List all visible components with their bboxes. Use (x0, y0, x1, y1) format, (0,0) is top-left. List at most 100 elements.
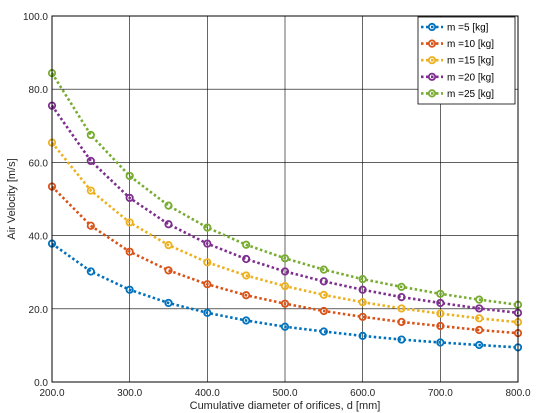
data-point (319, 306, 328, 316)
series-layer (47, 68, 523, 352)
x-tick-label: 400.0 (195, 388, 220, 399)
data-point (397, 292, 406, 302)
legend-box (417, 16, 516, 105)
legend-item: m =25 [kg] (421, 89, 494, 100)
x-axis-label: Cumulative diameter of orifices, d [mm] (190, 400, 381, 412)
legend-label: m =25 [kg] (447, 89, 494, 100)
data-point (203, 280, 212, 289)
y-tick-label: 20.0 (29, 305, 49, 316)
data-point (164, 220, 173, 229)
data-point (86, 130, 95, 140)
series-2 (47, 182, 523, 338)
legend-item: m =15 [kg] (421, 56, 494, 67)
y-tick-label: 100.0 (23, 12, 48, 23)
data-point (242, 271, 251, 280)
data-point (203, 223, 212, 232)
data-point (203, 239, 212, 248)
data-point (242, 240, 251, 249)
legend-label: m =5 [kg] (447, 23, 489, 34)
data-point (358, 331, 367, 340)
data-point (475, 340, 484, 350)
y-tick-label: 0.0 (34, 378, 48, 389)
data-point (242, 291, 251, 300)
x-tick-label: 500.0 (272, 388, 297, 399)
legend: m =5 [kg] m =10 [kg] m =15 [kg] m =20 [kg] m… (417, 16, 516, 105)
data-point (358, 275, 367, 284)
data-point (242, 254, 251, 264)
data-point (397, 304, 406, 313)
legend-label: m =15 [kg] (447, 56, 494, 67)
data-point (125, 247, 134, 256)
data-point (242, 316, 251, 325)
data-point (358, 312, 367, 321)
data-point (397, 335, 406, 344)
data-point (203, 308, 212, 317)
legend-item: m =10 [kg] (421, 39, 494, 50)
data-point (164, 266, 173, 275)
legend-label: m =10 [kg] (447, 39, 494, 50)
data-point (164, 201, 173, 210)
data-point (280, 322, 290, 331)
data-point (280, 282, 290, 291)
series-5 (47, 68, 523, 309)
data-point (125, 171, 134, 181)
data-point (319, 265, 328, 274)
x-tick-label: 200.0 (39, 388, 64, 399)
data-point (319, 277, 328, 286)
data-point (125, 218, 134, 227)
plot-frame (51, 15, 519, 383)
legend-swatch-marker (427, 39, 437, 48)
data-point (280, 299, 290, 308)
data-point (358, 285, 367, 294)
legend-swatch-marker (427, 72, 437, 81)
data-point (475, 314, 484, 323)
data-point (319, 290, 328, 299)
x-tick-label: 700.0 (428, 388, 453, 399)
data-point (164, 298, 173, 308)
data-point (125, 285, 134, 294)
data-point (86, 267, 95, 276)
data-point (436, 298, 445, 308)
x-tick-label: 600.0 (350, 388, 375, 399)
ticks: 200.0 300.0 400.0 500.0 600.0 700.0 800.0 0.0 20… (23, 12, 531, 399)
legend-swatch-marker (427, 89, 437, 98)
y-axis-label: Air Velocity [m/s] (6, 158, 18, 239)
x-tick-label: 800.0 (505, 388, 530, 399)
data-point (475, 325, 484, 335)
y-tick-label: 40.0 (29, 232, 49, 243)
data-point (125, 193, 134, 203)
series-1 (47, 239, 523, 352)
data-point (397, 317, 406, 327)
data-point (436, 338, 445, 347)
series-line (51, 185, 519, 335)
series-line (50, 104, 519, 315)
x-tick-label: 300.0 (117, 388, 142, 399)
data-point (475, 304, 484, 313)
y-tick-label: 60.0 (29, 158, 49, 169)
data-point (164, 241, 173, 250)
data-point (280, 254, 290, 263)
data-point (86, 156, 95, 166)
data-point (280, 267, 290, 276)
data-point (319, 327, 328, 336)
series-line (51, 242, 519, 349)
data-point (436, 321, 445, 331)
series-line (50, 72, 519, 307)
series-line (50, 141, 519, 324)
y-tick-label: 80.0 (29, 85, 49, 96)
data-point (475, 295, 484, 304)
data-point (436, 309, 445, 318)
data-point (436, 289, 445, 298)
legend-swatch-marker (427, 56, 437, 65)
legend-swatch-marker (427, 22, 437, 32)
data-point (203, 258, 212, 267)
legend-item: m =5 [kg] (421, 23, 489, 34)
data-point (86, 221, 95, 230)
data-point (358, 298, 367, 307)
legend-label: m =20 [kg] (447, 72, 494, 83)
data-point (86, 186, 95, 195)
data-point (397, 282, 406, 291)
legend-item: m =20 [kg] (421, 72, 494, 83)
